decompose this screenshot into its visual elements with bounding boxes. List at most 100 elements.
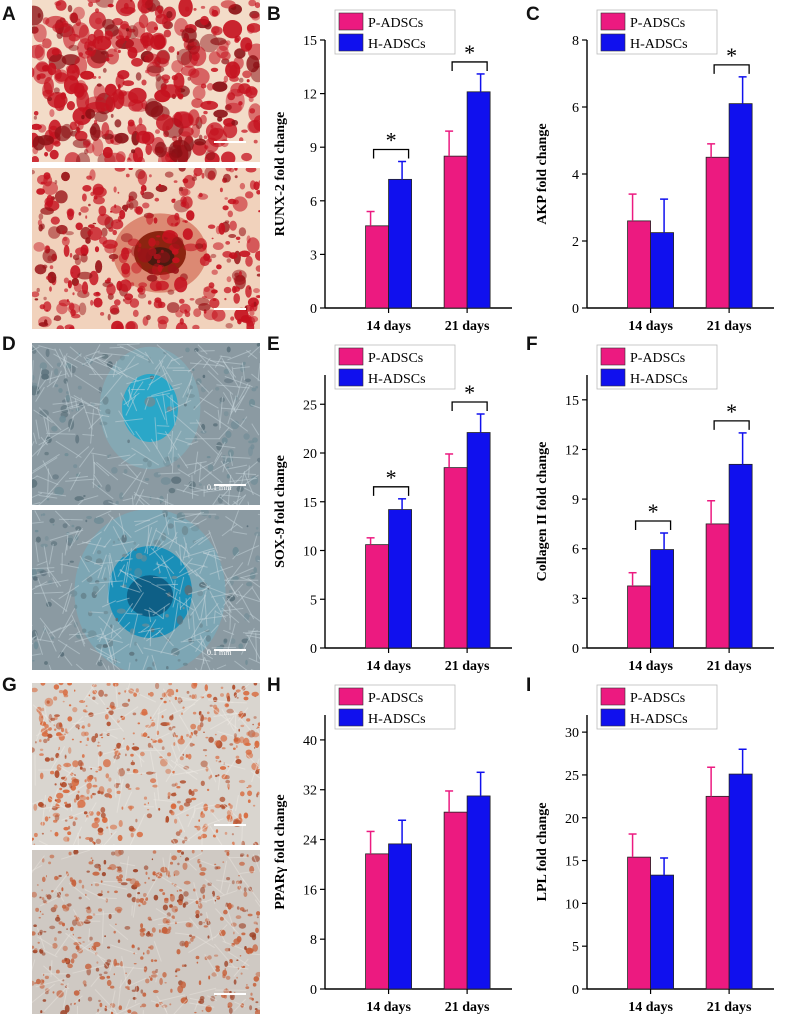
stain-spot: [205, 1005, 212, 1013]
stain-spot: [166, 688, 175, 697]
stain-spot: [167, 792, 171, 797]
cell-fiber: [113, 739, 125, 764]
stain-spot: [143, 865, 149, 870]
stain-spot: [66, 928, 68, 930]
stain-spot: [33, 242, 45, 252]
stain-spot: [57, 930, 62, 934]
stain-spot: [40, 683, 46, 686]
stain-spot: [148, 946, 151, 949]
cell-fiber: [146, 360, 164, 391]
cell-fiber: [98, 740, 100, 770]
cell-fiber: [151, 387, 180, 397]
stain-spot: [235, 745, 238, 749]
stain-spot: [232, 196, 248, 212]
panel-label-c: C: [526, 4, 540, 25]
stain-spot: [88, 811, 94, 816]
cell-fiber: [97, 1010, 102, 1014]
stain-spot: [229, 743, 234, 746]
cell-fiber: [231, 494, 246, 505]
stain-spot: [63, 277, 69, 284]
stain-spot: [224, 220, 230, 224]
cell-fiber: [166, 853, 172, 878]
stain-spot: [238, 923, 247, 929]
stain-spot: [243, 690, 250, 696]
stain-spot: [206, 83, 214, 91]
stain-spot: [52, 474, 59, 480]
stain-spot: [99, 752, 102, 757]
cell-fiber: [222, 360, 237, 378]
stain-spot: [146, 949, 150, 955]
stain-spot: [65, 394, 71, 402]
stain-spot: [148, 356, 151, 363]
stain-spot: [171, 855, 177, 861]
cell-fiber: [197, 380, 210, 393]
cell-fiber: [207, 370, 234, 395]
stain-spot: [207, 464, 214, 472]
stain-spot: [175, 975, 178, 977]
stain-spot: [146, 813, 153, 819]
stain-spot: [188, 789, 192, 795]
micrograph-d-bottom: [32, 510, 260, 670]
cell-fiber: [193, 806, 196, 819]
stain-spot: [85, 837, 91, 840]
stain-spot: [233, 938, 240, 945]
cell-fiber: [125, 687, 157, 703]
stain-spot: [231, 833, 234, 836]
stain-spot: [186, 393, 195, 398]
stain-spot: [44, 451, 49, 456]
stain-spot: [96, 83, 102, 87]
stain-spot: [200, 114, 207, 125]
cell-fiber: [239, 416, 248, 427]
cell-fiber: [196, 461, 223, 484]
stain-spot: [103, 971, 108, 974]
stain-spot: [49, 149, 59, 160]
stain-spot: [40, 369, 50, 376]
stain-spot: [33, 843, 36, 845]
cell-fiber: [85, 948, 106, 961]
cell-fiber: [84, 889, 108, 901]
stain-spot: [152, 850, 157, 854]
stain-spot: [95, 17, 102, 25]
stain-spot: [138, 248, 153, 263]
stain-spot: [212, 242, 224, 250]
stain-spot: [46, 894, 52, 900]
stain-spot: [176, 222, 179, 225]
cell-fiber: [236, 545, 260, 557]
stain-spot: [181, 964, 185, 967]
cell-fiber: [68, 633, 89, 636]
stain-spot: [78, 302, 87, 316]
stain-spot: [41, 373, 49, 380]
stain-spot: [134, 568, 143, 578]
cell-fiber: [106, 727, 122, 731]
cell-fiber: [232, 551, 240, 560]
cell-fiber: [85, 531, 102, 544]
stain-spot: [215, 968, 220, 972]
x-tick-label: 21 days: [445, 659, 490, 674]
stain-spot: [165, 613, 169, 618]
legend-label: H-ADSCs: [368, 372, 426, 387]
stain-spot: [178, 168, 186, 172]
cell-fiber: [251, 587, 260, 602]
cell-fiber: [210, 624, 219, 634]
stain-spot: [98, 76, 101, 79]
stain-spot: [131, 262, 142, 274]
cell-fiber: [135, 512, 166, 526]
cell-fiber: [148, 607, 164, 620]
stain-spot: [61, 904, 67, 909]
cell-fiber: [131, 905, 133, 916]
cell-fiber: [184, 852, 203, 864]
stain-spot: [192, 368, 195, 372]
stain-spot: [162, 904, 168, 911]
stain-spot: [41, 858, 45, 863]
stain-spot: [242, 70, 252, 79]
cell-fiber: [185, 388, 192, 405]
cell-fiber: [163, 1005, 168, 1014]
cell-fiber: [156, 425, 170, 427]
stain-spot: [64, 453, 69, 457]
cell-fiber: [209, 590, 227, 623]
legend-swatch: [600, 708, 626, 727]
cell-fiber: [103, 731, 118, 739]
cell-fiber: [36, 560, 48, 566]
stain-spot: [201, 172, 205, 179]
stain-spot: [68, 851, 72, 856]
